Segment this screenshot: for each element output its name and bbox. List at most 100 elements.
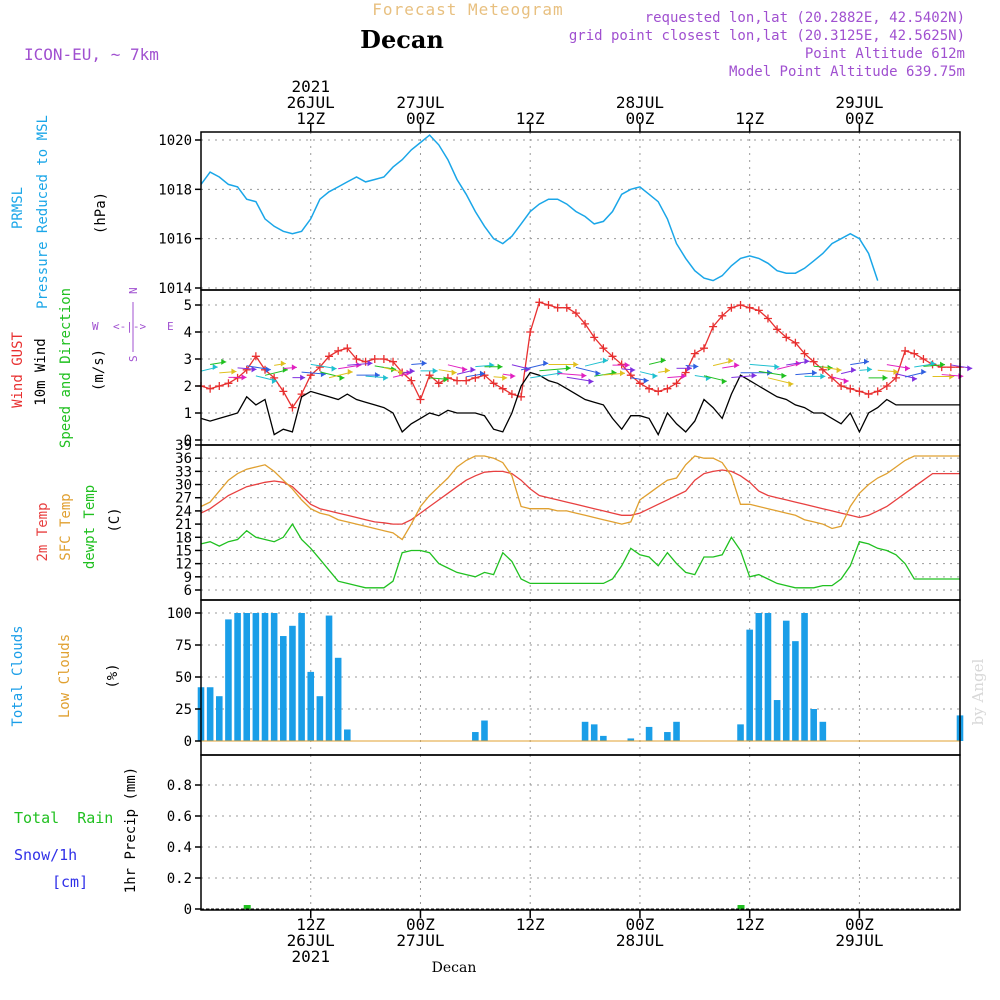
total-cloud-bar — [810, 709, 817, 741]
requested-coords: requested lon,lat (20.2882E, 42.5402N) — [645, 10, 965, 26]
total-cloud-bar — [234, 613, 241, 741]
wind-arrow-head — [864, 358, 870, 365]
top-time-label: 27JUL — [396, 93, 444, 112]
gust-marker — [754, 306, 763, 315]
total-cloud-bar — [243, 613, 251, 741]
clouds-panel-labels: Total Clouds Low Clouds (%) — [10, 625, 121, 726]
gust-marker — [763, 314, 772, 323]
temp-label-2m: 2m Temp — [35, 502, 51, 561]
wind-arrow-head — [502, 374, 508, 381]
temp-label-sfc: SFC Temp — [58, 493, 74, 560]
total-cloud-bar — [581, 721, 589, 741]
wind-arrow-head — [581, 372, 587, 379]
wind-arrow-head — [681, 373, 687, 380]
wind-ytick-label: 2 — [184, 379, 192, 395]
temp-ytick-label: 18 — [175, 530, 192, 546]
wind-arrow-head — [660, 357, 666, 364]
compass-n: N — [127, 287, 140, 294]
wind-arrow-head — [251, 366, 257, 373]
top-time-label: 00Z — [406, 109, 435, 128]
wind-arrow-head — [595, 370, 601, 377]
gust-marker — [672, 379, 681, 388]
gust-marker — [791, 338, 800, 347]
wind-ytick-label: 1 — [184, 406, 192, 422]
pressure-panel-labels: PRMSL Pressure Reduced to MSL (hPa) — [10, 115, 109, 309]
rain-bar — [243, 905, 251, 909]
compass-rose-icon: W <-|-> E N S — [92, 287, 174, 362]
gust-marker — [343, 344, 352, 353]
bottom-time-label: 00Z — [845, 915, 874, 934]
total-cloud-bar — [225, 619, 232, 741]
total-cloud-bar — [316, 696, 324, 741]
wind-arrow-head — [265, 366, 271, 373]
gust-marker — [389, 357, 398, 366]
gust-marker — [873, 387, 882, 396]
wind-label-speed-dir: Speed and Direction — [58, 288, 74, 448]
gust-marker — [453, 376, 462, 385]
precip-frame — [200, 754, 961, 911]
clouds-ytick-label: 75 — [175, 638, 192, 654]
compass-s: S — [127, 355, 140, 362]
top-time-label: 29JUL — [835, 93, 883, 112]
wind-arrow-head — [409, 368, 415, 375]
wind-arrow-head — [664, 367, 670, 374]
gust-marker — [919, 355, 928, 363]
temp-ytick-label: 9 — [184, 570, 192, 586]
gust-marker — [224, 379, 233, 388]
gust-marker — [526, 328, 535, 336]
clouds-ytick-label: 25 — [175, 702, 192, 718]
gust-marker — [251, 352, 260, 361]
gust-marker — [279, 387, 288, 396]
prmsl-line — [200, 134, 879, 282]
precip-ytick-label: 0 — [184, 902, 192, 918]
wind-arrow-head — [721, 378, 727, 385]
total-cloud-bar — [764, 613, 772, 741]
gust-marker — [407, 376, 416, 385]
precip-label-rain: Total Rain — [14, 809, 113, 827]
wind-arrow-head — [367, 360, 373, 367]
wind-arrow-head — [497, 363, 503, 370]
footer-location: Decan — [432, 960, 477, 976]
dewpt-line — [200, 522, 960, 589]
top-time-label: 00Z — [625, 109, 654, 128]
total-cloud-bar — [746, 629, 753, 741]
wind-arrow-head — [843, 378, 849, 385]
t2m-line — [200, 469, 960, 525]
wind-arrow-head — [399, 369, 405, 376]
bottom-time-label: 00Z — [625, 915, 654, 934]
model-point-altitude: Model Point Altitude 639.75m — [729, 64, 965, 80]
pressure-ytick-label: 1016 — [158, 232, 192, 248]
wind-arrow-head — [602, 357, 608, 364]
total-cloud-bar — [334, 657, 342, 741]
total-cloud-bar — [261, 613, 269, 741]
gust-marker — [462, 376, 471, 385]
wind-arrow-head — [774, 363, 780, 370]
temp-ytick-label: 36 — [175, 451, 192, 467]
total-cloud-bar — [664, 732, 671, 741]
gust-line — [200, 301, 960, 409]
gust-marker — [242, 365, 251, 374]
wind-arrow-head — [912, 375, 918, 382]
pressure-label-a: PRMSL — [10, 187, 26, 229]
gust-marker — [782, 333, 791, 342]
bottom-time-label: 27JUL — [396, 931, 444, 950]
gust-marker — [334, 346, 343, 355]
wind-arrow-head — [812, 369, 818, 376]
wind-arrow-head — [406, 369, 412, 376]
watermark: by Angel — [969, 658, 987, 725]
data-series — [197, 134, 973, 910]
gust-marker — [663, 384, 672, 393]
top-time-label: 28JUL — [616, 93, 664, 112]
clouds-ytick-label: 100 — [167, 606, 192, 622]
total-cloud-bar — [280, 636, 287, 741]
temp-panel-labels: 2m Temp SFC Temp dewpt Temp (C) — [35, 485, 123, 569]
gust-marker — [681, 368, 690, 377]
wind-arrow-head — [221, 358, 227, 365]
gust-marker — [645, 384, 654, 393]
wind-arrow-head — [967, 365, 973, 372]
clouds-ytick-label: 0 — [184, 734, 192, 750]
temp-ytick-label: 39 — [175, 438, 192, 454]
gust-marker — [709, 322, 718, 331]
temp-ytick-label: 6 — [184, 583, 192, 599]
wind-arrow-head — [882, 374, 888, 381]
